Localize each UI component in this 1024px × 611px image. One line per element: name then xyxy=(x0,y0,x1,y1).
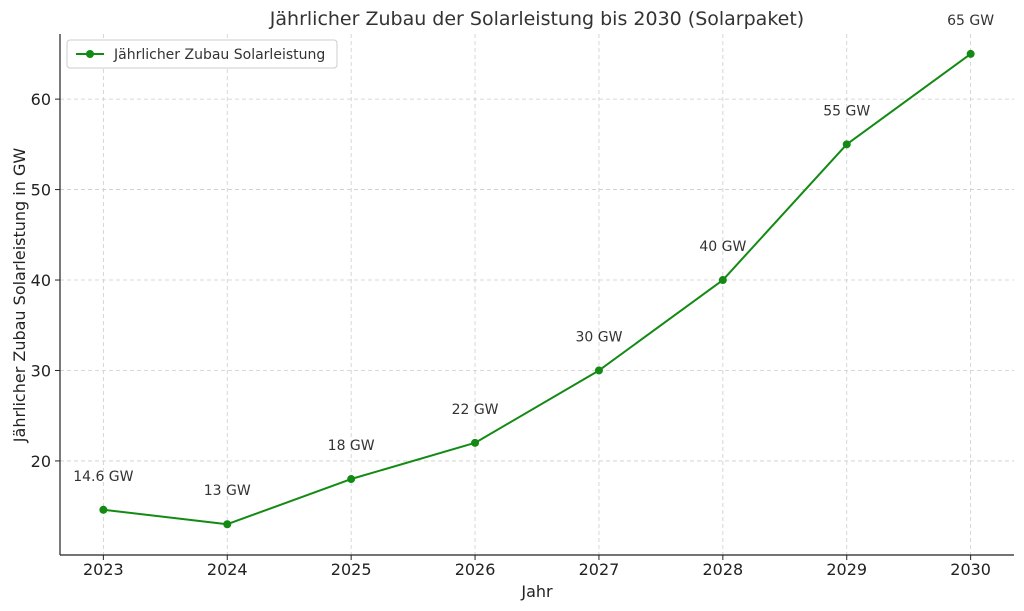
y-tick-label: 30 xyxy=(31,361,51,380)
x-tick-label: 2023 xyxy=(83,560,124,579)
x-tick-label: 2024 xyxy=(207,560,248,579)
data-point xyxy=(966,49,975,58)
data-label: 30 GW xyxy=(575,329,622,345)
x-tick-label: 2026 xyxy=(455,560,496,579)
data-point xyxy=(718,276,727,285)
data-label: 65 GW xyxy=(947,13,994,29)
y-tick-label: 20 xyxy=(31,452,51,471)
data-label: 22 GW xyxy=(452,402,499,418)
y-tick-label: 40 xyxy=(31,271,51,290)
series-line xyxy=(103,53,972,526)
data-point xyxy=(347,475,356,484)
data-point xyxy=(842,140,851,149)
axes: 2023 2024 2025 2026 2027 2028 2029 203020304050… xyxy=(31,34,1014,579)
legend: Jährlicher Zubau Solarleistung xyxy=(66,39,338,69)
data-point xyxy=(223,520,232,529)
data-point xyxy=(99,505,108,514)
x-tick-label: 2029 xyxy=(826,560,867,579)
x-tick-label: 2025 xyxy=(331,560,372,579)
y-axis-title: Jährlicher Zubau Solarleistung in GW xyxy=(10,148,29,444)
grid xyxy=(60,34,1014,555)
legend-marker-swatch xyxy=(86,50,94,58)
data-label: 13 GW xyxy=(204,483,251,499)
series-layer xyxy=(99,49,975,529)
data-point xyxy=(594,366,603,375)
data-label: 14.6 GW xyxy=(73,469,133,485)
data-label: 55 GW xyxy=(823,103,870,119)
x-tick-label: 2028 xyxy=(702,560,743,579)
data-label: 18 GW xyxy=(328,438,375,454)
chart-title: Jährlicher Zubau der Solarleistung bis 2… xyxy=(269,8,804,30)
y-tick-label: 60 xyxy=(31,90,51,109)
legend-label: Jährlicher Zubau Solarleistung xyxy=(113,47,325,63)
legend-box xyxy=(66,39,338,69)
x-tick-label: 2027 xyxy=(579,560,620,579)
data-point xyxy=(471,438,480,447)
y-tick-label: 50 xyxy=(31,181,51,200)
x-tick-label: 2030 xyxy=(950,560,991,579)
data-labels: 14.6 GW 13 GW 18 GW 22 GW 30 GW 40 GW 55 GW 65 … xyxy=(73,13,994,499)
data-label: 40 GW xyxy=(699,239,746,255)
x-axis-title: Jahr xyxy=(520,582,553,601)
